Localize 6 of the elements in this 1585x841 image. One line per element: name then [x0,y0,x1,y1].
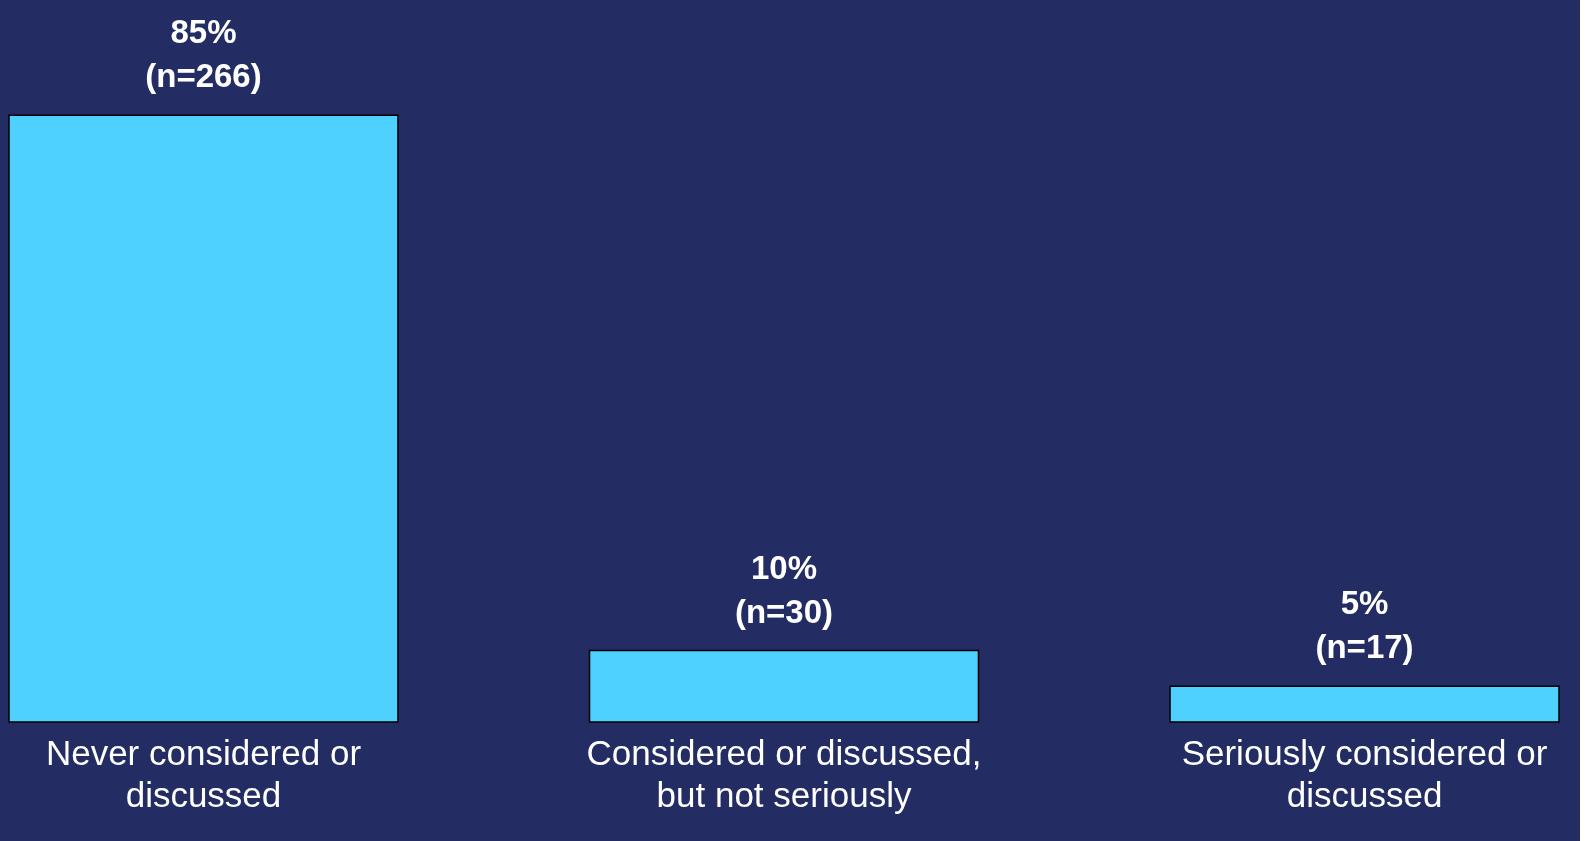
x-tick-label: Considered or discussed, but not seriously [586,732,982,814]
x-tick-label: Never considered or discussed [45,732,362,814]
data-label: 85% (n=266) [145,13,262,95]
data-label: 10% (n=30) [734,548,834,630]
x-tick-label: Seriously considered or discussed [1181,732,1548,814]
data-label: 5% (n=17) [1315,584,1414,666]
